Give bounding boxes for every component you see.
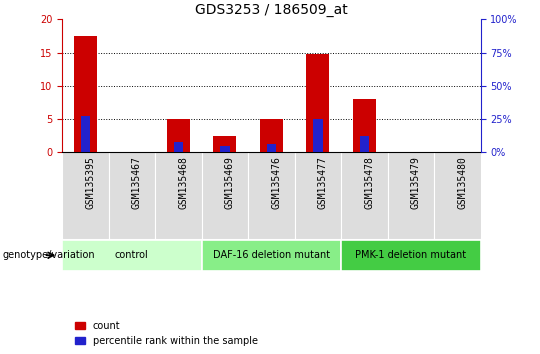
Text: DAF-16 deletion mutant: DAF-16 deletion mutant	[213, 250, 330, 260]
Text: GSM135477: GSM135477	[318, 156, 328, 210]
Bar	[109, 152, 155, 239]
Bar	[220, 145, 230, 152]
Bar	[267, 144, 276, 152]
Text: GSM135480: GSM135480	[457, 156, 467, 210]
Bar	[341, 152, 388, 239]
Text: genotype/variation: genotype/variation	[3, 250, 96, 260]
Bar	[62, 240, 201, 271]
Text: GSM135467: GSM135467	[132, 156, 142, 210]
Text: control: control	[115, 250, 148, 260]
Bar	[213, 136, 237, 152]
Bar	[248, 152, 295, 239]
Title: GDS3253 / 186509_at: GDS3253 / 186509_at	[195, 3, 348, 17]
Bar	[74, 36, 97, 152]
Bar	[167, 119, 190, 152]
Bar	[295, 152, 341, 239]
Bar	[388, 152, 434, 239]
Text: GSM135478: GSM135478	[364, 156, 374, 210]
Bar	[201, 240, 341, 271]
Bar	[174, 142, 183, 152]
Bar	[313, 119, 322, 152]
Legend: count, percentile rank within the sample: count, percentile rank within the sample	[75, 321, 258, 346]
Bar	[434, 152, 481, 239]
Text: GSM135395: GSM135395	[85, 156, 96, 210]
Bar	[341, 240, 481, 271]
Text: GSM135468: GSM135468	[178, 156, 188, 210]
Bar	[80, 116, 90, 152]
Text: GSM135469: GSM135469	[225, 156, 235, 210]
Bar	[155, 152, 201, 239]
Bar	[353, 99, 376, 152]
Text: GSM135476: GSM135476	[272, 156, 281, 210]
Text: PMK-1 deletion mutant: PMK-1 deletion mutant	[355, 250, 467, 260]
Bar	[62, 152, 109, 239]
Bar	[306, 54, 329, 152]
Bar	[260, 119, 283, 152]
Bar	[201, 152, 248, 239]
Text: GSM135479: GSM135479	[411, 156, 421, 210]
Bar	[360, 136, 369, 152]
